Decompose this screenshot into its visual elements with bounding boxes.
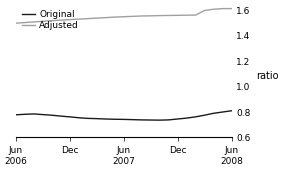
- Original: [104, 118, 107, 120]
- Adjusted: [23, 22, 26, 24]
- Original: [131, 119, 134, 121]
- Original: [86, 117, 89, 119]
- Adjusted: [113, 16, 116, 18]
- Original: [230, 110, 233, 112]
- Original: [185, 117, 188, 119]
- Original: [176, 118, 179, 120]
- Adjusted: [50, 20, 53, 22]
- Line: Adjusted: Adjusted: [16, 9, 231, 23]
- Original: [140, 119, 143, 121]
- Original: [59, 115, 62, 117]
- Adjusted: [86, 18, 89, 20]
- Original: [167, 119, 170, 121]
- Adjusted: [68, 19, 71, 21]
- Adjusted: [95, 17, 98, 19]
- Adjusted: [77, 18, 80, 20]
- Original: [212, 112, 215, 114]
- Original: [149, 119, 152, 121]
- Original: [203, 114, 206, 116]
- Adjusted: [185, 14, 188, 16]
- Adjusted: [104, 17, 107, 19]
- Adjusted: [32, 21, 35, 23]
- Adjusted: [203, 10, 206, 12]
- Original: [95, 118, 98, 120]
- Original: [221, 111, 224, 113]
- Adjusted: [167, 14, 170, 16]
- Original: [32, 113, 35, 115]
- Original: [41, 114, 44, 116]
- Adjusted: [194, 14, 197, 16]
- Adjusted: [14, 22, 17, 24]
- Adjusted: [158, 15, 161, 17]
- Y-axis label: ratio: ratio: [256, 71, 279, 81]
- Original: [113, 118, 116, 120]
- Original: [50, 114, 53, 116]
- Original: [158, 119, 161, 121]
- Original: [122, 118, 125, 120]
- Adjusted: [149, 15, 152, 17]
- Original: [23, 113, 26, 115]
- Legend: Original, Adjusted: Original, Adjusted: [20, 9, 81, 32]
- Original: [77, 117, 80, 119]
- Adjusted: [59, 19, 62, 21]
- Adjusted: [41, 20, 44, 22]
- Line: Original: Original: [16, 111, 231, 120]
- Adjusted: [140, 15, 143, 17]
- Original: [194, 116, 197, 118]
- Original: [68, 116, 71, 118]
- Adjusted: [122, 16, 125, 18]
- Adjusted: [221, 8, 224, 10]
- Original: [14, 114, 17, 116]
- Adjusted: [212, 8, 215, 10]
- Adjusted: [230, 8, 233, 10]
- Adjusted: [131, 15, 134, 17]
- Adjusted: [176, 14, 179, 16]
